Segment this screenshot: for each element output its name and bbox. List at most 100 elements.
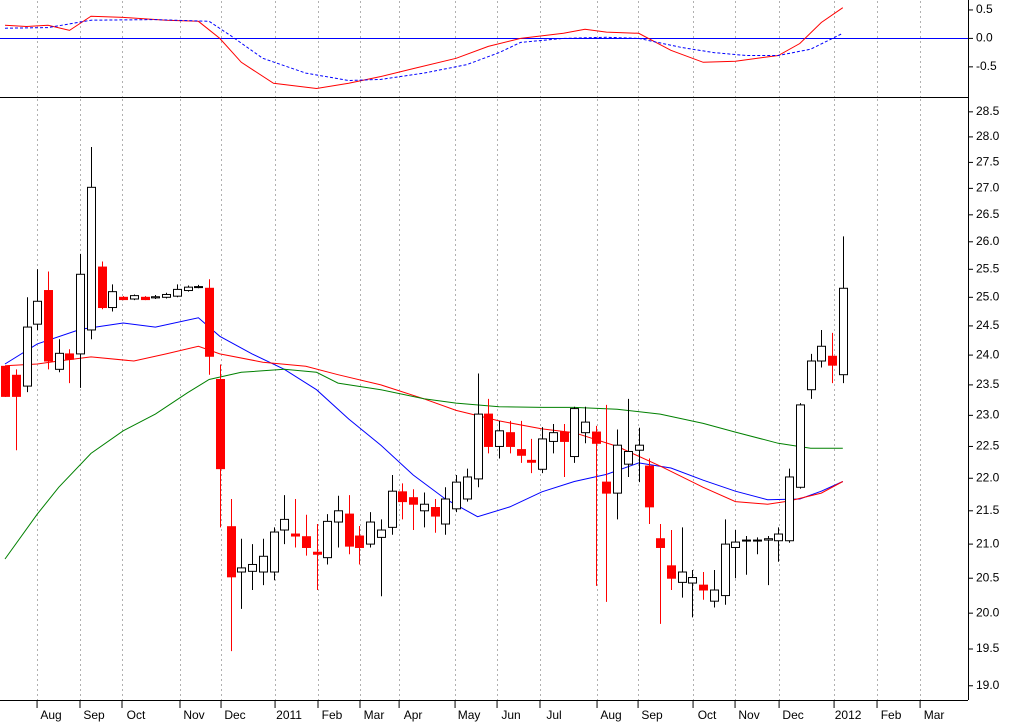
x-tick-label: Oct bbox=[698, 708, 717, 722]
candle-body bbox=[721, 543, 730, 597]
candle-body bbox=[33, 300, 42, 325]
candle-body bbox=[377, 529, 386, 538]
candle-body bbox=[742, 539, 751, 542]
candle-body bbox=[398, 491, 407, 503]
candle-body bbox=[839, 287, 848, 376]
candle-body bbox=[495, 430, 504, 447]
y-tick-label: 24.0 bbox=[976, 347, 1000, 361]
x-tick-label: Sep bbox=[641, 708, 663, 722]
x-tick-label: Nov bbox=[738, 708, 759, 722]
candle-body bbox=[280, 518, 289, 531]
candle-body bbox=[216, 378, 225, 470]
candle-body bbox=[645, 465, 654, 508]
candle-body bbox=[248, 563, 257, 572]
x-tick-label: 2012 bbox=[835, 708, 862, 722]
x-tick-label: Aug bbox=[40, 708, 61, 722]
candle-body bbox=[699, 584, 708, 591]
y-tick-label: 19.5 bbox=[976, 641, 1000, 655]
candle-body bbox=[656, 538, 665, 548]
candle-body bbox=[366, 521, 375, 545]
x-tick-label: Dec bbox=[224, 708, 245, 722]
candle-body bbox=[517, 449, 526, 456]
y-tick-label: 26.5 bbox=[976, 207, 1000, 221]
candle-body bbox=[817, 345, 826, 362]
y-tick-label: 26.0 bbox=[976, 234, 1000, 248]
candle-body bbox=[581, 421, 590, 434]
candle-body bbox=[108, 291, 117, 309]
x-tick-label: 2011 bbox=[276, 708, 302, 722]
macd-line bbox=[4, 19, 844, 82]
moving-average bbox=[4, 368, 843, 560]
candle-body bbox=[12, 374, 21, 397]
y-tick-label: 19.0 bbox=[976, 678, 1000, 692]
candle-body bbox=[484, 413, 493, 447]
candle-body bbox=[205, 287, 214, 357]
candle-body bbox=[23, 326, 32, 387]
y-tick-label: 21.0 bbox=[976, 536, 1000, 550]
candle-body bbox=[355, 535, 364, 548]
candle-body bbox=[796, 404, 805, 488]
y-tick-label: -0.5 bbox=[976, 59, 997, 73]
x-tick-label: Jun bbox=[501, 708, 520, 722]
x-tick-label: Oct bbox=[127, 708, 146, 722]
y-tick-label: 0.5 bbox=[976, 2, 993, 16]
y-tick-label: 27.0 bbox=[976, 181, 1000, 195]
candle-body bbox=[87, 186, 96, 331]
candle-body bbox=[173, 288, 182, 297]
y-tick-label: 24.5 bbox=[976, 318, 1000, 332]
candle-body bbox=[388, 490, 397, 528]
candle-body bbox=[678, 571, 687, 583]
x-tick-label: Jul bbox=[546, 708, 561, 722]
x-tick-label: Sep bbox=[83, 708, 105, 722]
candle-body bbox=[570, 408, 579, 458]
candle-body bbox=[774, 533, 783, 542]
candle-body bbox=[119, 296, 128, 301]
candle-body bbox=[184, 286, 193, 292]
y-tick-label: 23.5 bbox=[976, 377, 1000, 391]
y-tick-label: 21.5 bbox=[976, 503, 1000, 517]
y-tick-label: 23.0 bbox=[976, 408, 1000, 422]
candle-body bbox=[76, 273, 85, 355]
candle-body bbox=[463, 476, 472, 500]
candle-body bbox=[560, 431, 569, 442]
candle-body bbox=[194, 286, 203, 289]
candle-body bbox=[592, 431, 601, 444]
candle-body bbox=[334, 510, 343, 523]
x-tick-label: Mar bbox=[924, 708, 945, 722]
candle-body bbox=[345, 513, 354, 547]
x-tick-label: Apr bbox=[404, 708, 423, 722]
candle-body bbox=[151, 296, 160, 299]
candle-body bbox=[828, 355, 837, 366]
candle-body bbox=[270, 531, 279, 573]
candle-body bbox=[420, 503, 429, 512]
x-tick-label: Aug bbox=[600, 708, 621, 722]
y-tick-label: 28.0 bbox=[976, 129, 1000, 143]
x-tick-label: Feb bbox=[322, 708, 343, 722]
candle-body bbox=[323, 520, 332, 559]
candle-body bbox=[259, 555, 268, 573]
candle-body bbox=[98, 266, 107, 309]
y-tick-label: 20.0 bbox=[976, 605, 1000, 619]
candle-body bbox=[538, 438, 547, 470]
candle-body bbox=[141, 296, 150, 301]
x-tick-label: Mar bbox=[364, 708, 385, 722]
y-tick-label: 22.5 bbox=[976, 439, 1000, 453]
candle-body bbox=[44, 290, 53, 362]
x-tick-label: May bbox=[458, 708, 481, 722]
candle-body bbox=[65, 353, 74, 360]
candle-body bbox=[624, 450, 633, 465]
x-tick-label: Dec bbox=[782, 708, 803, 722]
x-tick-label: Nov bbox=[183, 708, 204, 722]
y-tick-label: 25.0 bbox=[976, 289, 1000, 303]
candle-body bbox=[602, 481, 611, 494]
candle-body bbox=[506, 432, 515, 447]
candle-body bbox=[409, 497, 418, 505]
macd-line bbox=[4, 7, 844, 90]
y-tick-label: 0.0 bbox=[976, 31, 993, 45]
y-tick-label: 25.5 bbox=[976, 261, 1000, 275]
candle-body bbox=[130, 295, 139, 300]
candle-body bbox=[302, 536, 311, 548]
